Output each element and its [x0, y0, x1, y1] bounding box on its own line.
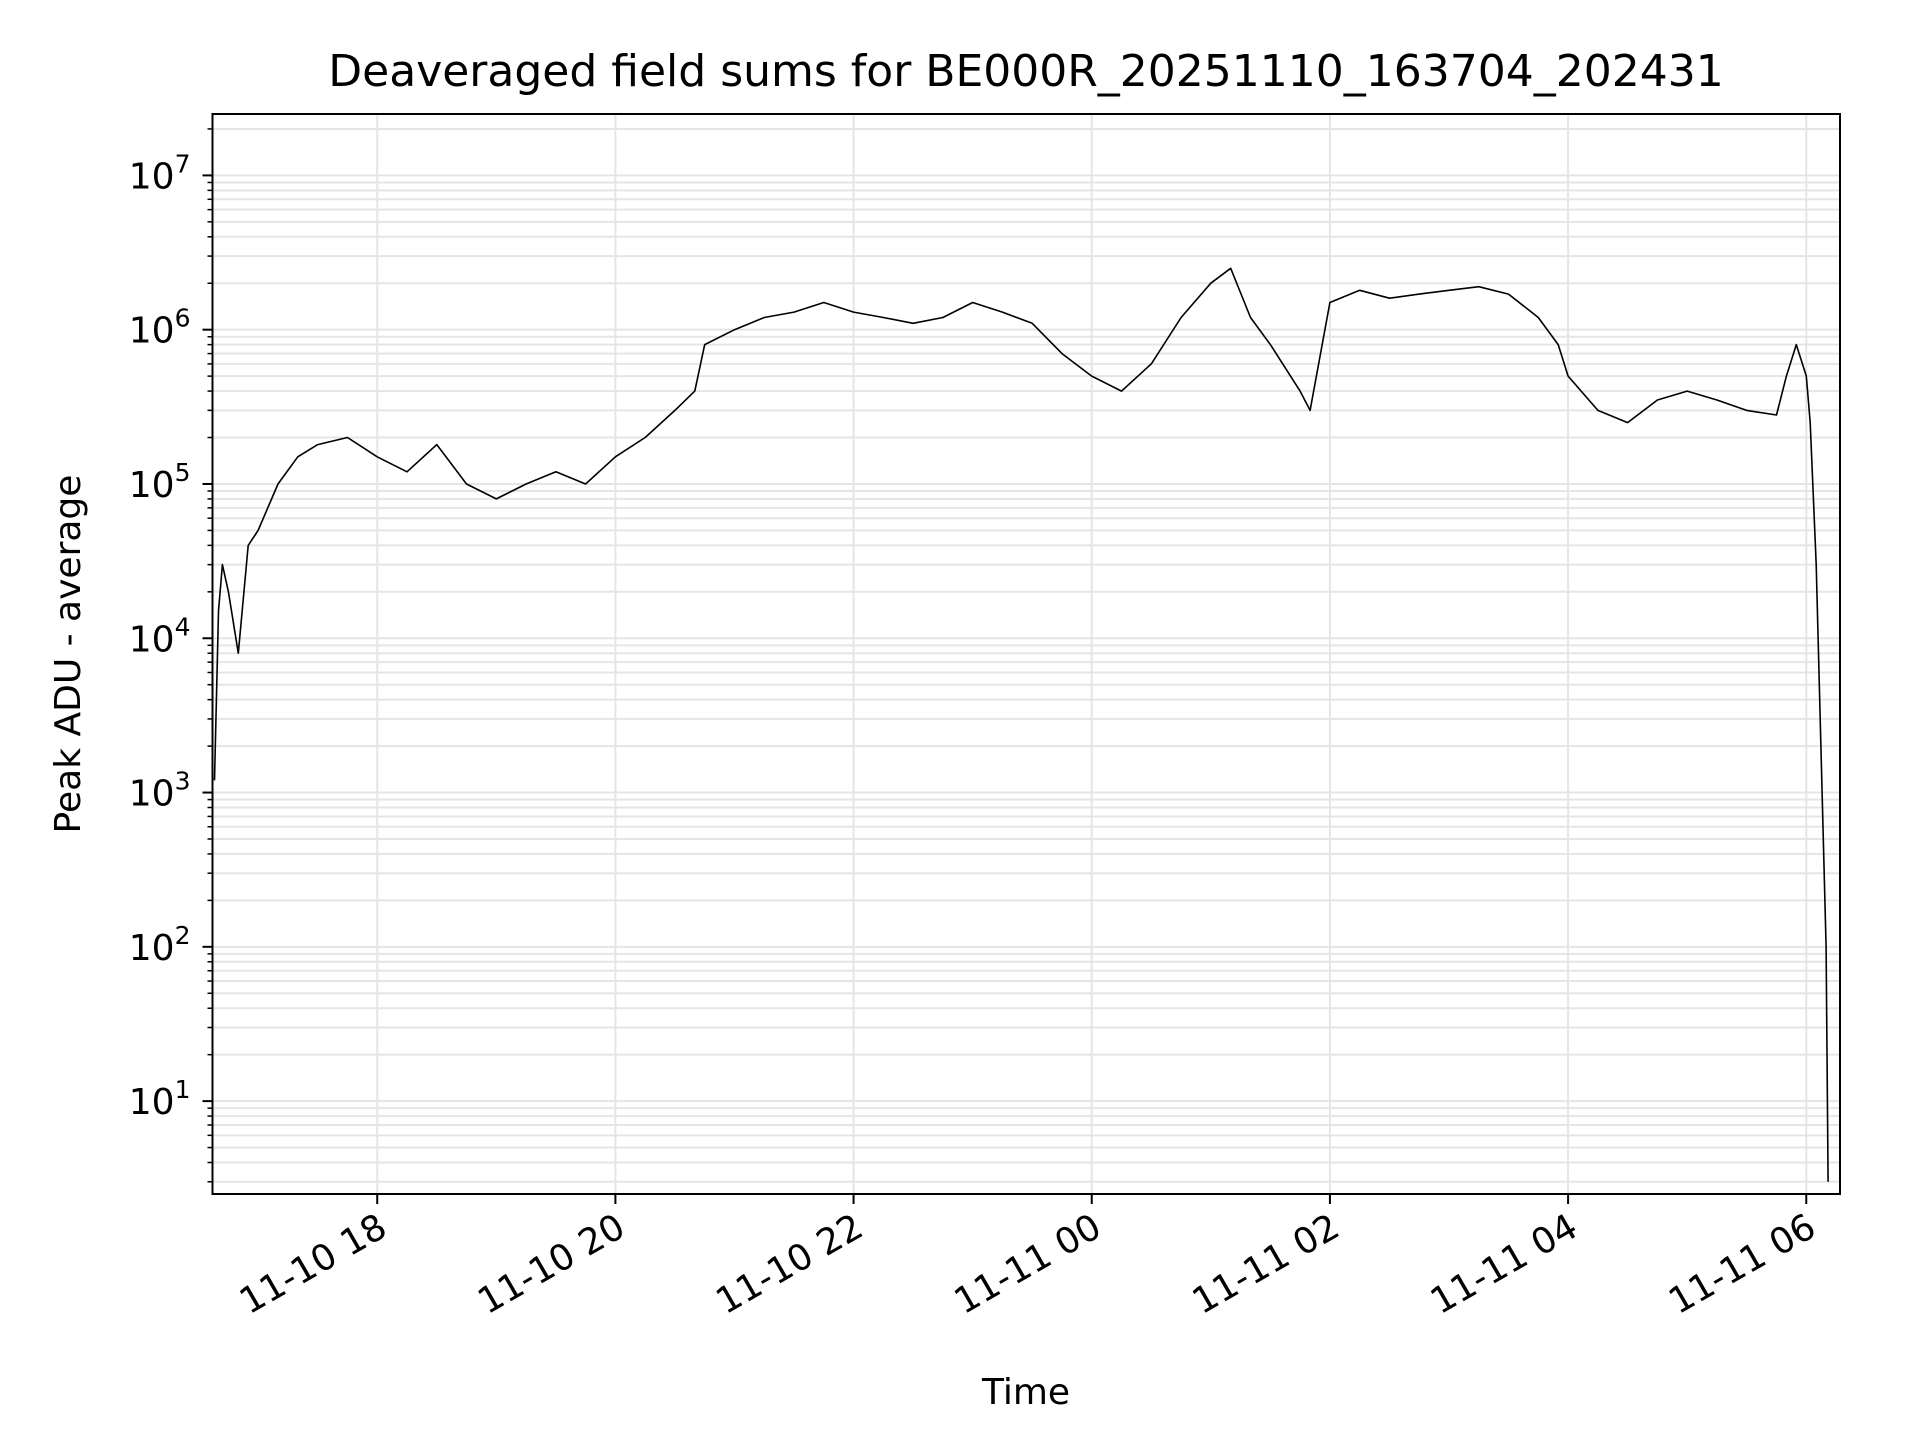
x-tick-label: 11-10 22 — [709, 1206, 870, 1322]
y-tick-label: 101 — [129, 1075, 191, 1123]
chart-title: Deaveraged field sums for BE000R_2025111… — [328, 46, 1723, 97]
y-tick-label: 106 — [129, 304, 191, 352]
y-tick-label: 102 — [129, 921, 191, 969]
x-tick-label: 11-11 04 — [1424, 1206, 1585, 1322]
x-tick-label: 11-10 18 — [233, 1206, 394, 1322]
plot-frame — [211, 113, 1841, 1195]
y-tick-label: 107 — [129, 149, 191, 197]
series-layer — [213, 267, 1829, 1182]
y-axis-label: Peak ADU - average — [48, 475, 89, 834]
x-tick-label: 11-10 20 — [471, 1206, 632, 1322]
x-tick-label: 11-11 06 — [1662, 1206, 1823, 1322]
grid — [212, 114, 1840, 1194]
y-tick-label: 104 — [129, 612, 191, 660]
series-line — [213, 267, 1829, 1182]
x-tick-label: 11-11 00 — [948, 1206, 1109, 1322]
x-axis-label: Time — [981, 1372, 1070, 1413]
y-tick-label: 105 — [129, 458, 191, 506]
x-tick-label: 11-11 02 — [1186, 1206, 1347, 1322]
y-tick-label: 103 — [129, 767, 191, 815]
